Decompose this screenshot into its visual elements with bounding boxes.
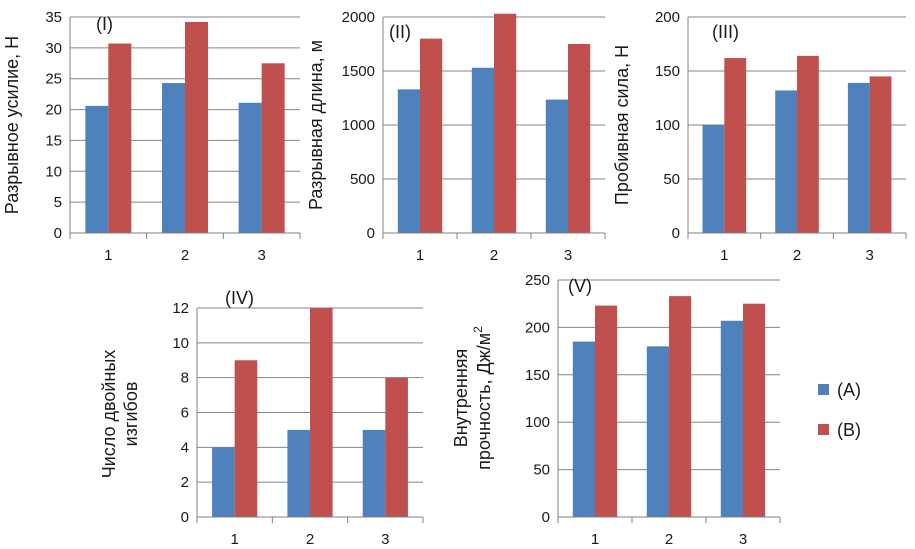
- chart-panel-2: 0 500 1000 1500 2000 1 2 3 (II) Разрывная длина, …: [306, 9, 606, 264]
- bar-series-b-cat-1: [420, 38, 443, 233]
- bar-series-b-cat-2: [797, 55, 819, 233]
- y-tick-label: 0: [672, 225, 680, 242]
- chart-panel-3: 0 50 100 150 200 1 2 3 (III) Пробивная сила, Н: [612, 9, 907, 264]
- chart-title: (II): [389, 22, 411, 42]
- bar-series-a-cat-2: [287, 429, 310, 517]
- legend-label-b: (B): [837, 420, 861, 440]
- y-axis-label: Разрывная длина, м: [306, 40, 326, 210]
- chart-title: (I): [96, 14, 113, 34]
- chart-panel-5: 0 50 100 150 200 250 1 2 3 (V) Внутренняя прочность…: [451, 272, 781, 548]
- x-tick-label: 3: [381, 531, 389, 548]
- y-tick-label: 150: [655, 63, 680, 80]
- y-tick-label: 15: [45, 132, 62, 149]
- y-tick-label: 30: [45, 40, 62, 57]
- x-tick-label: 2: [490, 247, 498, 264]
- y-tick-label: 4: [181, 439, 189, 456]
- bar-series-a-cat-1: [85, 105, 109, 233]
- y-tick-label: 0: [542, 509, 550, 526]
- chart-panel-1: 0 5 10 15 20 25 30 35 1 2 3 (I) Разрывное усилие, Н: [2, 9, 301, 264]
- bar-series-a-cat-2: [646, 346, 669, 517]
- y-tick-label: 10: [172, 335, 189, 352]
- y-tick-label: 10: [45, 163, 62, 180]
- y-tick-label: 200: [655, 9, 680, 26]
- y-tick-label: 150: [525, 367, 550, 384]
- y-axis-label: Число двойных изгибов: [99, 350, 141, 479]
- bar-series-b-cat-2: [185, 21, 208, 233]
- y-tick-label: 12: [172, 300, 189, 317]
- x-tick-label: 3: [865, 247, 873, 264]
- y-tick-label: 2: [181, 474, 189, 491]
- y-tick-label: 250: [525, 272, 550, 289]
- x-tick-label: 2: [665, 531, 673, 548]
- legend-label-a: (A): [837, 380, 861, 400]
- chart-title: (IV): [225, 288, 254, 308]
- bar-series-b-cat-3: [568, 44, 591, 233]
- bar-series-b-cat-1: [724, 58, 747, 233]
- y-tick-label: 20: [45, 102, 62, 119]
- y-tick-label: 2000: [342, 9, 375, 26]
- bar-series-b-cat-2: [669, 296, 692, 517]
- bar-series-a-cat-3: [720, 320, 743, 517]
- x-tick-label: 1: [591, 531, 599, 548]
- bar-series-a-cat-3: [545, 99, 568, 234]
- y-tick-label: 500: [350, 171, 375, 188]
- x-tick-label: 1: [720, 247, 728, 264]
- y-tick-label: 35: [45, 9, 62, 26]
- bar-series-b-cat-1: [595, 305, 618, 517]
- y-tick-label: 8: [181, 370, 189, 387]
- x-tick-label: 3: [257, 247, 265, 264]
- bar-series-b-cat-3: [869, 76, 892, 234]
- bar-series-a-cat-3: [847, 82, 870, 233]
- bar-series-b-cat-2: [310, 308, 333, 517]
- chart-title: (III): [712, 22, 739, 42]
- bar-series-a-cat-1: [702, 125, 725, 233]
- y-tick-label: 1500: [342, 63, 375, 80]
- y-axis-label: Пробивная сила, Н: [612, 45, 632, 205]
- bar-series-b-cat-1: [234, 360, 258, 517]
- y-tick-label: 6: [181, 405, 189, 422]
- y-tick-label: 0: [54, 225, 62, 242]
- x-tick-label: 2: [793, 247, 801, 264]
- y-axis-label: Разрывное усилие, Н: [2, 36, 22, 214]
- bar-series-b-cat-3: [385, 377, 408, 517]
- x-tick-label: 1: [104, 247, 112, 264]
- y-tick-label: 200: [525, 319, 550, 336]
- bar-series-b-cat-3: [261, 63, 285, 234]
- x-tick-label: 1: [230, 531, 238, 548]
- y-tick-label: 5: [54, 194, 62, 211]
- bar-series-b-cat-1: [108, 43, 132, 234]
- x-tick-label: 3: [564, 247, 572, 264]
- y-tick-label: 0: [367, 225, 375, 242]
- legend-swatch-b: [818, 424, 829, 435]
- y-tick-label: 50: [663, 171, 680, 188]
- bar-series-a-cat-2: [162, 83, 185, 233]
- y-tick-label: 0: [181, 509, 189, 526]
- x-tick-label: 1: [416, 247, 424, 264]
- y-tick-label: 50: [533, 462, 550, 479]
- y-tick-label: 100: [655, 117, 680, 134]
- legend: (A) (B): [818, 380, 861, 440]
- legend-swatch-a: [818, 384, 829, 395]
- x-tick-label: 2: [181, 247, 189, 264]
- bar-series-a-cat-2: [775, 90, 797, 233]
- y-tick-label: 1000: [342, 117, 375, 134]
- bar-series-a-cat-1: [397, 89, 420, 233]
- y-axis-label: Внутренняя прочность, Дж/м2: [451, 326, 494, 470]
- bar-series-a-cat-3: [238, 102, 262, 233]
- y-tick-label: 25: [45, 71, 62, 88]
- bar-series-b-cat-2: [494, 13, 517, 234]
- bar-series-a-cat-1: [212, 447, 235, 517]
- bar-series-a-cat-3: [362, 429, 386, 517]
- bar-series-b-cat-3: [743, 303, 766, 517]
- bar-series-a-cat-1: [572, 341, 595, 517]
- x-tick-label: 3: [739, 531, 747, 548]
- chart-title: (V): [568, 276, 592, 296]
- y-tick-label: 100: [525, 414, 550, 431]
- bar-series-a-cat-2: [471, 67, 494, 233]
- x-tick-label: 2: [306, 531, 314, 548]
